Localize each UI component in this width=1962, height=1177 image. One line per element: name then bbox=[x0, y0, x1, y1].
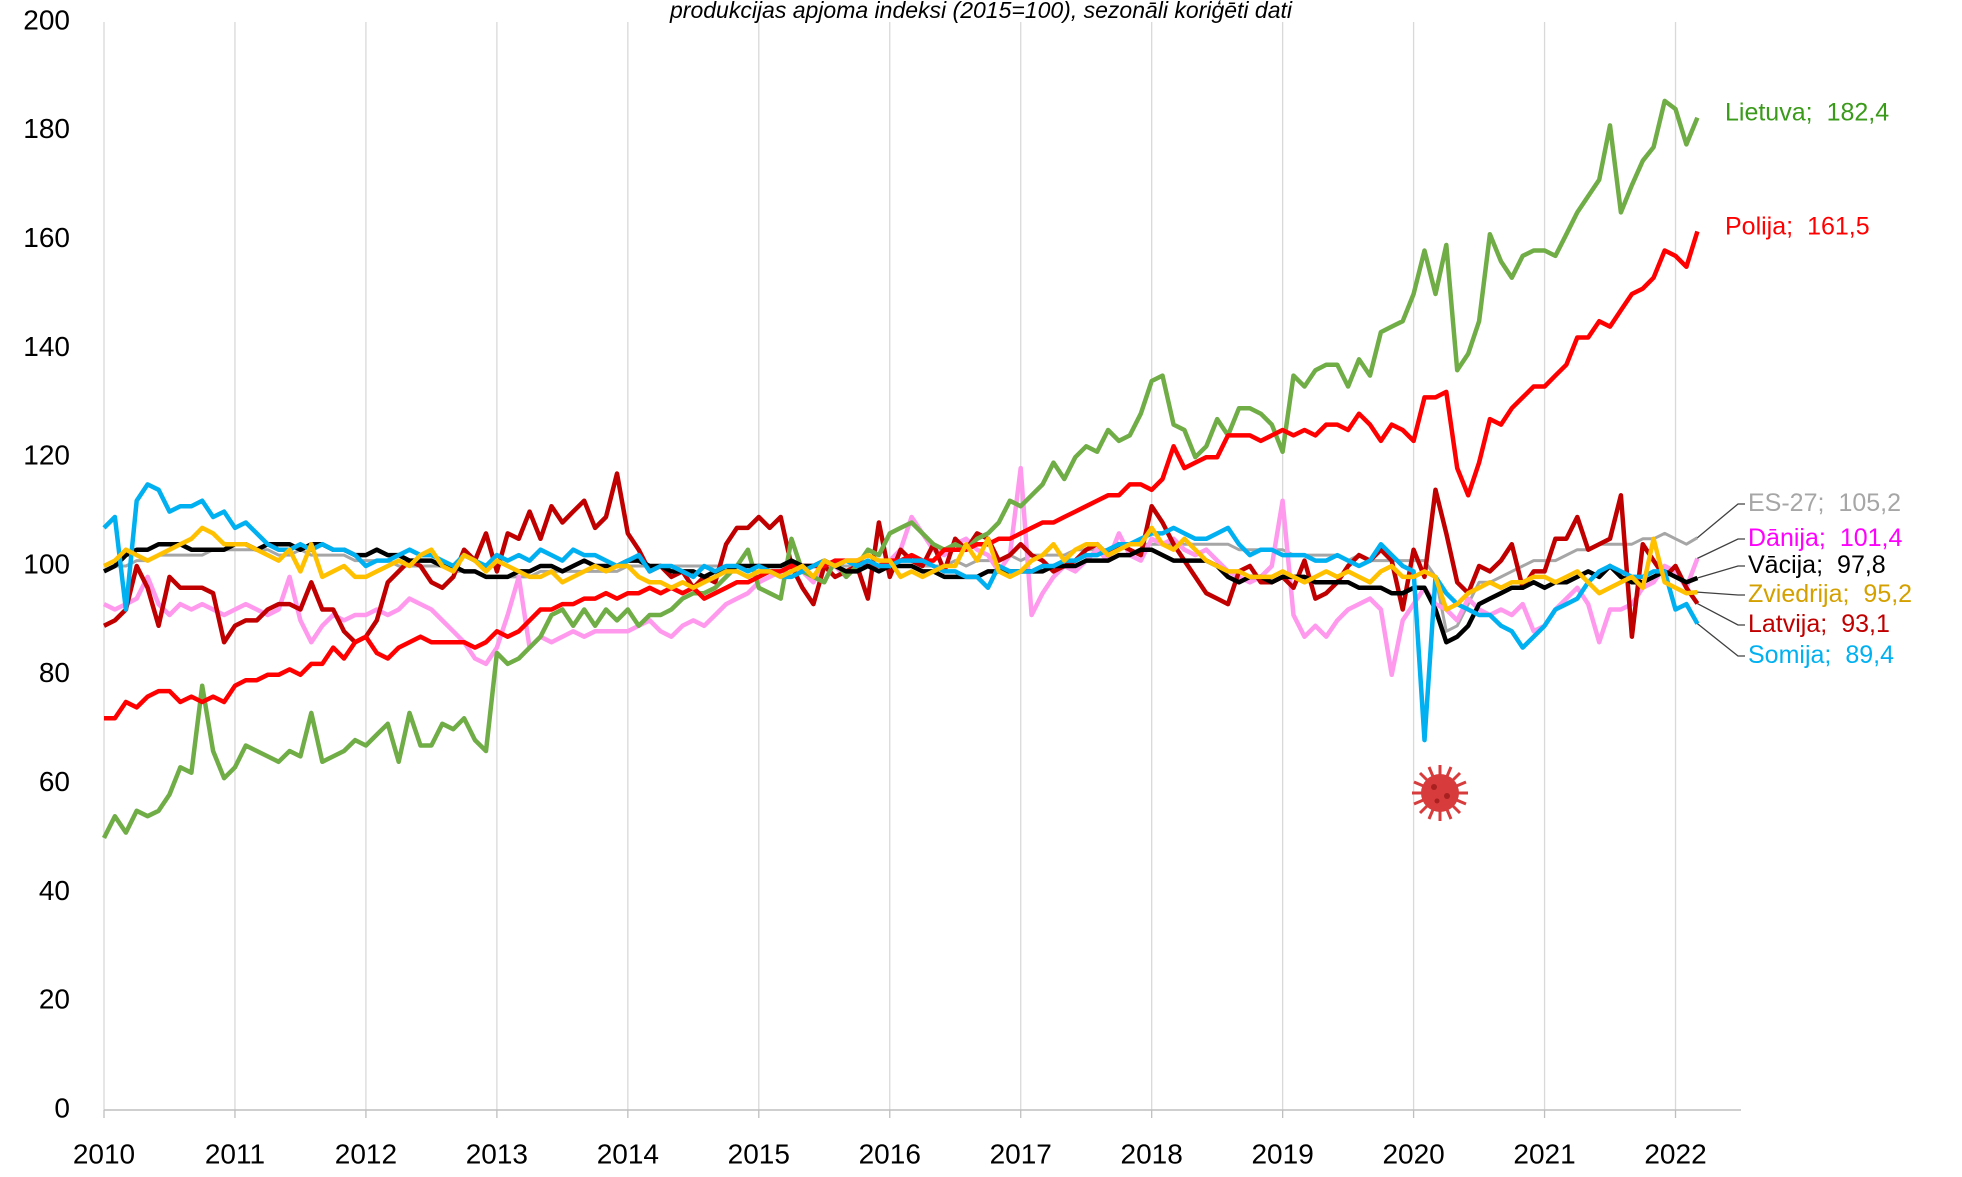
series-line bbox=[101, 98, 1700, 840]
series-label: ES-27; 105,2 bbox=[1748, 489, 1901, 517]
leader-line bbox=[1697, 591, 1745, 596]
series-line bbox=[103, 471, 1700, 645]
x-tick-label: 2015 bbox=[728, 1138, 790, 1169]
series-label: Vācija; 97,8 bbox=[1748, 551, 1886, 579]
end-value-label: 101,4 bbox=[1840, 524, 1903, 552]
legend-name: Latvija; bbox=[1748, 610, 1827, 638]
legend-name: Polija; bbox=[1725, 212, 1793, 240]
series-line bbox=[104, 230, 1700, 721]
series-line bbox=[103, 525, 1698, 612]
series-label: Somija; 89,4 bbox=[1748, 641, 1894, 669]
series-label: Latvija; 93,1 bbox=[1748, 610, 1890, 638]
leader-line bbox=[1697, 565, 1745, 579]
y-tick-label: 20 bbox=[39, 984, 70, 1015]
legend-name: Vācija; bbox=[1748, 551, 1823, 579]
series-label: Dānija; 101,4 bbox=[1748, 524, 1902, 552]
legend-name: ES-27; bbox=[1748, 489, 1824, 517]
x-tick-label: 2011 bbox=[205, 1138, 265, 1169]
x-tick-label: 2019 bbox=[1251, 1138, 1313, 1169]
y-tick-label: 140 bbox=[23, 331, 70, 362]
series-line bbox=[102, 482, 1700, 743]
x-tick-label: 2012 bbox=[335, 1138, 397, 1169]
x-tick-label: 2013 bbox=[466, 1138, 528, 1169]
y-tick-label: 40 bbox=[39, 875, 70, 906]
series-line bbox=[103, 465, 1700, 678]
x-tick-label: 2016 bbox=[859, 1138, 921, 1169]
y-tick-label: 100 bbox=[23, 548, 70, 579]
y-tick-label: 160 bbox=[23, 222, 70, 253]
covid-icon bbox=[1412, 765, 1468, 821]
y-tick-label: 120 bbox=[23, 440, 70, 471]
legend-name: Somija; bbox=[1748, 641, 1831, 669]
y-tick-label: 80 bbox=[39, 657, 70, 688]
x-tick-label: 2022 bbox=[1644, 1138, 1706, 1169]
end-value-label: 161,5 bbox=[1807, 212, 1870, 240]
end-value-label: 105,2 bbox=[1838, 489, 1901, 517]
y-tick-label: 0 bbox=[54, 1092, 70, 1123]
y-tick-label: 200 bbox=[23, 4, 70, 35]
x-tick-label: 2020 bbox=[1382, 1138, 1444, 1169]
leader-line bbox=[1697, 538, 1745, 559]
x-tick-label: 2018 bbox=[1121, 1138, 1183, 1169]
end-value-label: 93,1 bbox=[1841, 610, 1890, 638]
x-tick-label: 2021 bbox=[1513, 1138, 1575, 1169]
end-value-label: 95,2 bbox=[1863, 580, 1912, 608]
leader-line bbox=[1696, 503, 1745, 539]
y-tick-label: 180 bbox=[23, 113, 70, 144]
legend-name: Dānija; bbox=[1748, 524, 1826, 552]
x-tick-label: 2014 bbox=[597, 1138, 659, 1169]
x-tick-label: 2010 bbox=[73, 1138, 135, 1169]
end-value-label: 97,8 bbox=[1837, 551, 1886, 579]
y-tick-label: 60 bbox=[39, 766, 70, 797]
chart-title: produkcijas apjoma indeksi (2015=100), s… bbox=[669, 0, 1293, 23]
end-value-label: 89,4 bbox=[1845, 641, 1894, 669]
legend-name: Lietuva; bbox=[1725, 98, 1813, 126]
series-label: Zviedrija; 95,2 bbox=[1748, 580, 1912, 608]
series-label: Polija; 161,5 bbox=[1725, 212, 1870, 240]
legend-name: Zviedrija; bbox=[1748, 580, 1849, 608]
leader-line bbox=[1697, 602, 1745, 626]
end-value-label: 182,4 bbox=[1827, 98, 1890, 126]
leader-line bbox=[1696, 623, 1745, 657]
series-label: Lietuva; 182,4 bbox=[1725, 98, 1889, 126]
x-tick-label: 2017 bbox=[990, 1138, 1052, 1169]
